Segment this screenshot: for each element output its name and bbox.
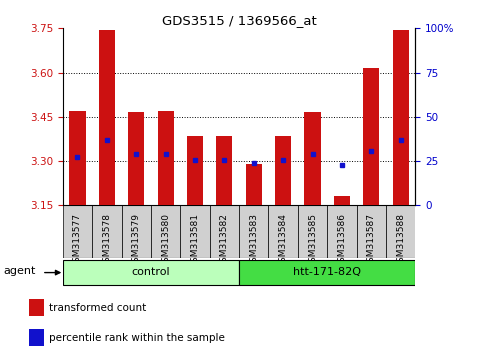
Bar (122, 205, 151, 258)
Text: GSM313581: GSM313581 (190, 213, 199, 268)
Bar (386, 205, 415, 258)
Text: GSM313580: GSM313580 (161, 213, 170, 268)
Text: GSM313583: GSM313583 (249, 213, 258, 268)
Text: GSM313584: GSM313584 (279, 213, 288, 268)
Text: transformed count: transformed count (49, 303, 146, 313)
Bar (393, 30, 409, 205)
Bar (63, 205, 92, 258)
Bar (28, 298, 44, 316)
Bar (63, 260, 239, 285)
Bar (216, 136, 232, 205)
Bar (151, 205, 180, 258)
Bar (239, 205, 269, 258)
Bar (304, 112, 321, 205)
Text: GSM313578: GSM313578 (102, 213, 112, 268)
Bar (298, 205, 327, 258)
Bar (363, 68, 379, 205)
Bar (128, 112, 144, 205)
Bar (92, 205, 122, 258)
Text: GSM313586: GSM313586 (338, 213, 346, 268)
Text: GSM313587: GSM313587 (367, 213, 376, 268)
Bar (187, 136, 203, 205)
Bar (327, 205, 356, 258)
Bar (28, 329, 44, 346)
Bar (157, 111, 174, 205)
Text: GSM313585: GSM313585 (308, 213, 317, 268)
Bar (99, 30, 115, 205)
Bar (239, 260, 415, 285)
Bar (246, 164, 262, 205)
Text: control: control (132, 267, 170, 277)
Text: GSM313588: GSM313588 (396, 213, 405, 268)
Bar (356, 205, 386, 258)
Bar (269, 205, 298, 258)
Bar (180, 205, 210, 258)
Bar (210, 205, 239, 258)
Bar (334, 196, 350, 205)
Text: htt-171-82Q: htt-171-82Q (293, 267, 361, 277)
Text: GSM313577: GSM313577 (73, 213, 82, 268)
Bar (275, 136, 291, 205)
Bar (70, 111, 85, 205)
Text: agent: agent (3, 266, 36, 276)
Title: GDS3515 / 1369566_at: GDS3515 / 1369566_at (162, 14, 316, 27)
Text: GSM313582: GSM313582 (220, 213, 229, 268)
Text: GSM313579: GSM313579 (132, 213, 141, 268)
Text: percentile rank within the sample: percentile rank within the sample (49, 333, 225, 343)
